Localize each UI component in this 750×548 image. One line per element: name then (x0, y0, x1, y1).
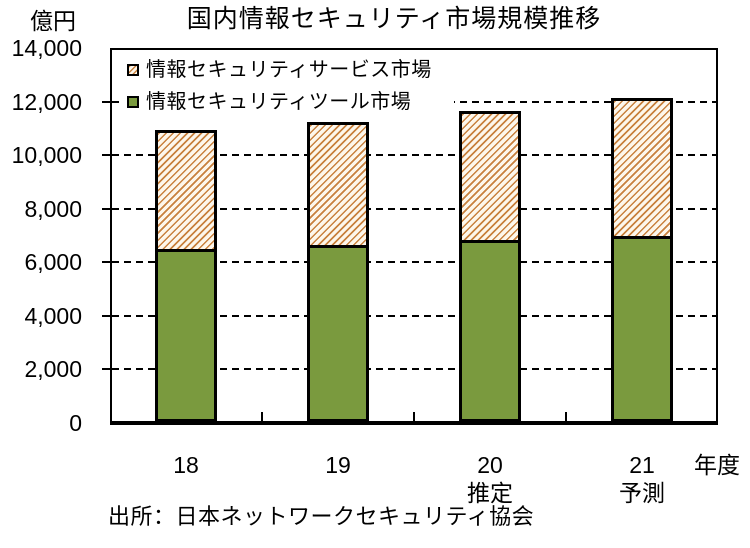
bar-19 (307, 122, 369, 422)
x-axis-tick (413, 412, 415, 421)
y-axis-tick-label: 14,000 (11, 35, 82, 61)
source-note: 出所：日本ネットワークセキュリティ協会 (108, 504, 535, 529)
y-axis-tick-label: 10,000 (11, 142, 82, 168)
gridline (112, 315, 716, 317)
bar-segment-service (307, 122, 369, 245)
x-axis-label: 21 予測 (566, 452, 718, 506)
x-axis-sublabel: 予測 (619, 480, 665, 506)
bar-segment-tool (307, 245, 369, 422)
gridline (112, 261, 716, 263)
bar-18 (155, 130, 217, 422)
y-axis-tick (102, 208, 110, 210)
x-axis-labels: 18 19 20 推定 21 予測 (110, 452, 718, 512)
y-axis-tick (102, 154, 110, 156)
plot-area: 情報セキュリティサービス市場 情報セキュリティツール市場 (102, 48, 718, 425)
service-swatch-icon (127, 64, 139, 76)
chart-title: 国内情報セキュリティ市場規模推移 (186, 5, 602, 33)
bar-segment-service (459, 111, 521, 240)
gridline (112, 154, 716, 156)
y-axis-tick-label: 6,000 (24, 249, 82, 275)
y-axis-tick (102, 315, 110, 317)
x-axis-year-label: 20 (477, 452, 503, 478)
legend-item-service: 情報セキュリティサービス市場 (127, 59, 432, 81)
x-axis-year-label: 18 (173, 452, 199, 478)
bar-segment-tool (611, 236, 673, 422)
gridline (112, 368, 716, 370)
tool-swatch-icon (127, 96, 139, 108)
x-axis-tick (565, 412, 567, 421)
y-axis-tick-label: 0 (69, 410, 82, 436)
y-axis-tick-label: 4,000 (24, 303, 82, 329)
y-axis-tick (102, 101, 110, 103)
legend-label-tool: 情報セキュリティツール市場 (146, 91, 412, 113)
x-axis-tick (261, 412, 263, 421)
y-axis-unit-label: 億円 (30, 8, 76, 34)
x-axis-label: 19 (262, 452, 414, 478)
y-axis-tick (102, 368, 110, 370)
bar-segment-tool (155, 249, 217, 422)
x-axis-year-label: 21 (629, 452, 655, 478)
x-axis-unit-label: 年度 (694, 452, 740, 478)
bar-20 (459, 111, 521, 422)
bar-segment-tool (459, 240, 521, 422)
x-axis-label: 18 (110, 452, 262, 478)
bar-segment-service (611, 98, 673, 236)
bar-segment-service (155, 130, 217, 249)
gridline (112, 208, 716, 210)
legend-item-tool: 情報セキュリティツール市場 (127, 91, 432, 113)
y-axis-tick (102, 261, 110, 263)
legend: 情報セキュリティサービス市場 情報セキュリティツール市場 (124, 56, 454, 114)
y-axis-tick-label: 2,000 (24, 356, 82, 382)
y-axis-tick-label: 12,000 (11, 89, 82, 115)
legend-label-service: 情報セキュリティサービス市場 (146, 59, 432, 81)
x-axis-year-label: 19 (325, 452, 351, 478)
bar-21 (611, 98, 673, 422)
y-axis-tick-label: 8,000 (24, 196, 82, 222)
x-axis-label: 20 推定 (414, 452, 566, 506)
x-axis-sublabel: 推定 (467, 480, 513, 506)
